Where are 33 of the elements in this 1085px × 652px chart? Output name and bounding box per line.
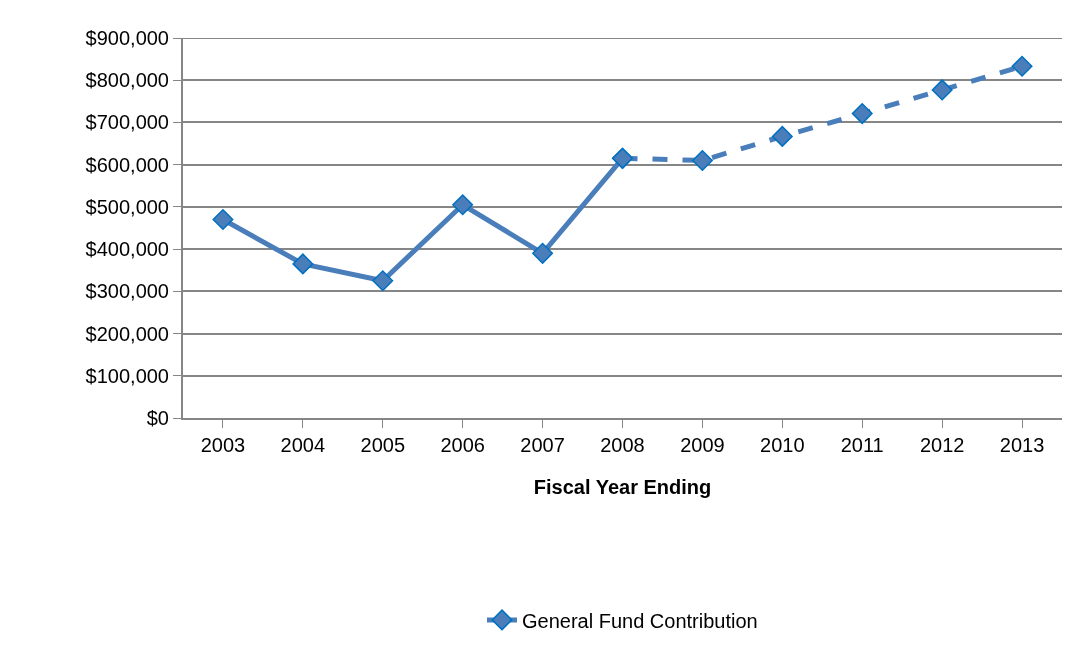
x-tick-label: 2008 [600,434,645,456]
y-tick-label: $900,000 [85,27,169,49]
point [372,270,394,292]
point [851,103,873,125]
x-tick-label: 2005 [360,434,406,456]
point [532,242,554,264]
point [452,194,474,216]
x-tick-label: 2004 [280,434,326,456]
y-tick-label: $400,000 [85,238,169,261]
y-tick-label: $300,000 [85,280,169,303]
x-tick-label: 2007 [520,434,565,456]
y-tick-label: $0 [146,407,169,429]
point [212,209,234,231]
point [771,125,793,147]
y-tick-label: $800,000 [85,69,169,92]
legend-label: General Fund Contribution [522,609,758,632]
y-tick-label: $700,000 [85,111,169,134]
point [931,79,953,101]
y-tick-label: $500,000 [85,195,169,218]
x-tick-label: 2010 [760,434,805,456]
y-tick-label: $100,000 [85,364,169,387]
y-tick-label: $200,000 [85,322,169,345]
x-tick-label: 2011 [840,434,884,456]
point [1011,55,1033,77]
x-tick-label: 2009 [680,434,725,456]
x-axis-title: Fiscal Year Ending [533,476,712,498]
point [691,149,713,171]
point [292,253,314,275]
y-tick-label: $600,000 [85,153,169,176]
x-tick-label: 2012 [919,434,965,456]
x-tick-label: 2003 [200,434,246,456]
x-tick-label: 2013 [999,434,1045,456]
x-tick-label: 2006 [440,434,485,456]
